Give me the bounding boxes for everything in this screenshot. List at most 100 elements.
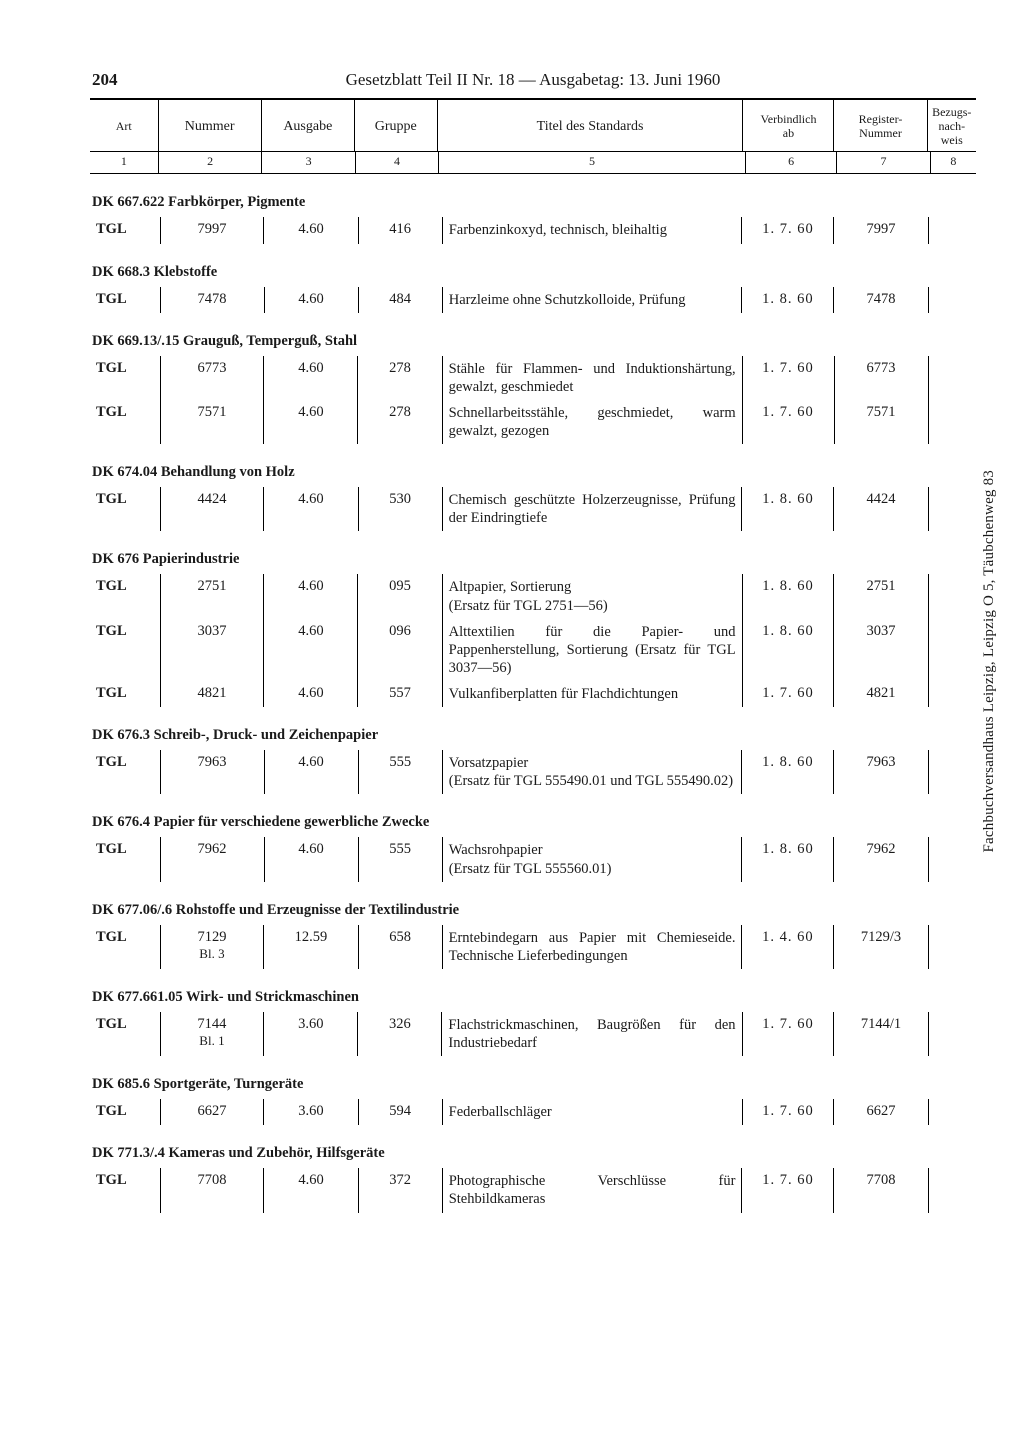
section-heading: DK 677.06/.6 Rohstoffe und Erzeugnisse d… bbox=[90, 902, 976, 919]
section-table: TGL79974.60416Farbenzinkoxyd, technisch,… bbox=[90, 217, 976, 243]
cell-nummer: 7997 bbox=[160, 217, 264, 243]
cell-ausgabe: 4.60 bbox=[264, 356, 358, 400]
cell-register: 6627 bbox=[834, 1099, 928, 1125]
cell-register: 3037 bbox=[834, 619, 928, 681]
cell-register: 7478 bbox=[834, 287, 928, 313]
rule-under-nums bbox=[90, 173, 976, 174]
table-row: TGL79624.60555Wachsrohpapier(Ersatz für … bbox=[90, 837, 976, 881]
table-row: TGL48214.60557Vulkanfiberplatten für Fla… bbox=[90, 681, 976, 707]
section-heading: DK 685.6 Sportgeräte, Turngeräte bbox=[90, 1076, 976, 1093]
cell-gruppe: 278 bbox=[358, 356, 442, 400]
column-head: Art bbox=[90, 100, 158, 151]
section-heading: DK 669.13/.15 Grauguß, Temperguß, Stahl bbox=[90, 333, 976, 350]
cell-bezug bbox=[928, 287, 976, 313]
cell-nummer: 7708 bbox=[160, 1168, 264, 1212]
cell-ausgabe: 4.60 bbox=[264, 574, 358, 618]
cell-register: 2751 bbox=[834, 574, 928, 618]
section-heading: DK 676.4 Papier für verschiedene gewerbl… bbox=[90, 814, 976, 831]
table-row: TGL79974.60416Farbenzinkoxyd, technisch,… bbox=[90, 217, 976, 243]
cell-verbindlich: 1. 7. 60 bbox=[742, 356, 834, 400]
column-number: 3 bbox=[262, 152, 355, 173]
table-row: TGL67734.60278Stähle für Flammen- und In… bbox=[90, 356, 976, 400]
cell-verbindlich: 1. 8. 60 bbox=[742, 619, 834, 681]
table-row: TGL66273.60594Federballschläger1. 7. 606… bbox=[90, 1099, 976, 1125]
cell-bezug bbox=[928, 925, 976, 969]
cell-gruppe: 555 bbox=[358, 750, 442, 794]
cell-register: 7963 bbox=[834, 750, 928, 794]
cell-verbindlich: 1. 4. 60 bbox=[742, 925, 834, 969]
column-head: Register-Nummer bbox=[834, 100, 927, 151]
column-head: Verbindlichab bbox=[743, 100, 834, 151]
table-row: TGL30374.60096Alttextilien für die Papie… bbox=[90, 619, 976, 681]
column-number-table: 12345678 bbox=[90, 152, 976, 173]
cell-ausgabe: 4.60 bbox=[264, 1168, 358, 1212]
cell-ausgabe: 4.60 bbox=[264, 487, 358, 531]
cell-verbindlich: 1. 7. 60 bbox=[742, 1012, 834, 1056]
cell-verbindlich: 1. 7. 60 bbox=[742, 1099, 834, 1125]
cell-ausgabe: 4.60 bbox=[264, 287, 358, 313]
cell-bezug bbox=[928, 487, 976, 531]
table-row: TGL74784.60484Harzleime ohne Schutzkollo… bbox=[90, 287, 976, 313]
section-table: TGL79634.60555Vorsatzpapier(Ersatz für T… bbox=[90, 750, 976, 794]
column-head: Ausgabe bbox=[261, 100, 354, 151]
cell-titel: Farbenzinkoxyd, technisch, bleihaltig bbox=[442, 217, 742, 243]
cell-titel: Wachsrohpapier(Ersatz für TGL 555560.01) bbox=[442, 837, 742, 881]
cell-nummer: 7571 bbox=[160, 400, 264, 444]
column-number: 6 bbox=[745, 152, 836, 173]
cell-art: TGL bbox=[90, 1012, 160, 1056]
cell-nummer: 7963 bbox=[160, 750, 264, 794]
cell-gruppe: 594 bbox=[358, 1099, 442, 1125]
cell-bezug bbox=[928, 837, 976, 881]
table-row: TGL7144Bl. 13.60326Flachstrickmaschinen,… bbox=[90, 1012, 976, 1056]
cell-nummer: 7129Bl. 3 bbox=[160, 925, 264, 969]
table-row: TGL44244.60530Chemisch geschützte Holzer… bbox=[90, 487, 976, 531]
cell-register: 4821 bbox=[834, 681, 928, 707]
page-number: 204 bbox=[92, 70, 118, 90]
section-table: TGL66273.60594Federballschläger1. 7. 606… bbox=[90, 1099, 976, 1125]
column-number: 2 bbox=[158, 152, 262, 173]
column-number: 8 bbox=[930, 152, 976, 173]
page-header: Gesetzblatt Teil II Nr. 18 — Ausgabetag:… bbox=[90, 70, 976, 90]
cell-art: TGL bbox=[90, 750, 160, 794]
cell-bezug bbox=[928, 356, 976, 400]
cell-verbindlich: 1. 7. 60 bbox=[742, 400, 834, 444]
section-heading: DK 771.3/.4 Kameras und Zubehör, Hilfsge… bbox=[90, 1145, 976, 1162]
cell-titel: Schnellarbeitsstähle, geschmiedet, warm … bbox=[442, 400, 742, 444]
column-number: 4 bbox=[355, 152, 438, 173]
cell-titel: Federballschläger bbox=[442, 1099, 742, 1125]
section-heading: DK 674.04 Behandlung von Holz bbox=[90, 464, 976, 481]
cell-verbindlich: 1. 7. 60 bbox=[742, 217, 834, 243]
column-head: Bezugs-nach-weis bbox=[927, 100, 976, 151]
column-header-table: ArtNummerAusgabeGruppeTitel des Standard… bbox=[90, 100, 976, 151]
section-heading: DK 667.622 Farbkörper, Pigmente bbox=[90, 194, 976, 211]
cell-ausgabe: 3.60 bbox=[264, 1099, 358, 1125]
section-table: TGL44244.60530Chemisch geschützte Holzer… bbox=[90, 487, 976, 531]
cell-bezug bbox=[928, 1012, 976, 1056]
cell-gruppe: 416 bbox=[358, 217, 442, 243]
cell-ausgabe: 4.60 bbox=[264, 217, 358, 243]
cell-gruppe: 096 bbox=[358, 619, 442, 681]
cell-gruppe: 326 bbox=[358, 1012, 442, 1056]
cell-verbindlich: 1. 8. 60 bbox=[742, 574, 834, 618]
section-table: TGL7129Bl. 312.59658Erntebindegarn aus P… bbox=[90, 925, 976, 969]
cell-ausgabe: 4.60 bbox=[264, 750, 358, 794]
cell-titel: Photographische Verschlüsse für Stehbild… bbox=[442, 1168, 742, 1212]
cell-art: TGL bbox=[90, 574, 160, 618]
cell-ausgabe: 4.60 bbox=[264, 400, 358, 444]
cell-art: TGL bbox=[90, 681, 160, 707]
cell-titel: Chemisch geschützte Holzerzeugnisse, Prü… bbox=[442, 487, 742, 531]
cell-art: TGL bbox=[90, 400, 160, 444]
section-table: TGL67734.60278Stähle für Flammen- und In… bbox=[90, 356, 976, 445]
cell-verbindlich: 1. 7. 60 bbox=[742, 681, 834, 707]
section-heading: DK 676 Papierindustrie bbox=[90, 551, 976, 568]
cell-nummer: 6773 bbox=[160, 356, 264, 400]
table-row: TGL75714.60278Schnellarbeitsstähle, gesc… bbox=[90, 400, 976, 444]
cell-ausgabe: 4.60 bbox=[264, 681, 358, 707]
cell-verbindlich: 1. 8. 60 bbox=[742, 750, 834, 794]
column-head: Titel des Standards bbox=[437, 100, 743, 151]
cell-nummer: 7144Bl. 1 bbox=[160, 1012, 264, 1056]
column-head: Nummer bbox=[158, 100, 261, 151]
cell-art: TGL bbox=[90, 487, 160, 531]
cell-nummer: 7962 bbox=[160, 837, 264, 881]
cell-gruppe: 555 bbox=[358, 837, 442, 881]
